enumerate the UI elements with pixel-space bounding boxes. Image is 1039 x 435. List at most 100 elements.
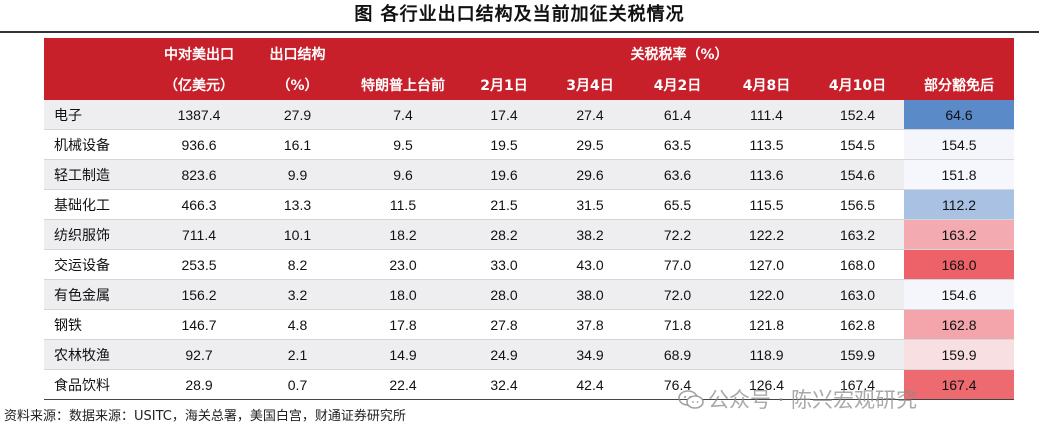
tariff-apr-10-cell: 156.5 <box>811 189 904 220</box>
tariff-apr-2-cell: 63.5 <box>633 129 722 160</box>
tariff-mar-4-cell: 27.4 <box>547 100 633 130</box>
tariff-after-exemption-cell: 154.5 <box>904 129 1015 160</box>
table-row: 电子 1387.4 27.9 7.4 17.4 27.4 61.4 111.4 152.4 64.… <box>44 100 1015 130</box>
table-row: 基础化工 466.3 13.3 11.5 21.5 31.5 65.5 115.5 156.5 1… <box>44 189 1015 220</box>
tariff-apr-2-cell: 65.5 <box>633 189 722 220</box>
industry-cell: 农林牧渔 <box>44 339 148 370</box>
export-value-cell: 253.5 <box>148 249 250 280</box>
export-value-cell: 92.7 <box>148 339 250 370</box>
tariff-apr-8-cell: 122.2 <box>722 219 811 250</box>
export-value-cell: 1387.4 <box>148 100 250 130</box>
tariff-after-exemption-cell: 64.6 <box>904 100 1015 130</box>
table-row: 轻工制造 823.6 9.9 9.6 19.6 29.6 63.6 113.6 154.6 151… <box>44 159 1015 190</box>
tariff-apr-2-cell: 68.9 <box>633 339 722 370</box>
tariff-apr-10-cell: 159.9 <box>811 339 904 370</box>
export-value-cell: 28.9 <box>148 369 250 400</box>
table-row: 纺织服饰 711.4 10.1 18.2 28.2 38.2 72.2 122.2 163.2 1… <box>44 219 1015 250</box>
export-share-cell: 13.3 <box>250 189 345 220</box>
tariff-apr-8-cell: 113.5 <box>722 129 811 160</box>
tariff-apr-2-cell: 72.2 <box>633 219 722 250</box>
tariff-mar-4-cell: 38.2 <box>547 219 633 250</box>
tariff-after-exemption-cell: 112.2 <box>904 189 1015 220</box>
tariff-pre-trump-cell: 17.8 <box>345 309 461 340</box>
tariff-pre-trump-cell: 23.0 <box>345 249 461 280</box>
tariff-after-exemption-cell: 167.4 <box>904 369 1015 400</box>
wechat-icon <box>678 390 704 409</box>
tariff-apr-10-cell: 162.8 <box>811 309 904 340</box>
export-value-cell: 711.4 <box>148 219 250 250</box>
tariff-apr-8-cell: 126.4 <box>722 369 811 400</box>
table-row: 交运设备 253.5 8.2 23.0 33.0 43.0 77.0 127.0 168.0 16… <box>44 249 1015 280</box>
tariff-apr-8-cell: 113.6 <box>722 159 811 190</box>
tariff-after-exemption-cell: 159.9 <box>904 339 1015 370</box>
tariff-feb-1-cell: 33.0 <box>461 249 547 280</box>
tariff-apr-2-cell: 71.8 <box>633 309 722 340</box>
industry-cell: 机械设备 <box>44 129 148 160</box>
tariff-feb-1-cell: 24.9 <box>461 339 547 370</box>
industry-cell: 轻工制造 <box>44 159 148 190</box>
export-value-cell: 936.6 <box>148 129 250 160</box>
table-row: 农林牧渔 92.7 2.1 14.9 24.9 34.9 68.9 118.9 159.9 159… <box>44 339 1015 370</box>
industry-cell: 食品饮料 <box>44 369 148 400</box>
tariff-mar-4-cell: 38.0 <box>547 279 633 310</box>
tariff-feb-1-cell: 27.8 <box>461 309 547 340</box>
table-row: 钢铁 146.7 4.8 17.8 27.8 37.8 71.8 121.8 162.8 162.… <box>44 309 1015 340</box>
tariff-feb-1-cell: 19.5 <box>461 129 547 160</box>
table-row: 机械设备 936.6 16.1 9.5 19.5 29.5 63.5 113.5 154.5 15… <box>44 129 1015 160</box>
export-value-cell: 146.7 <box>148 309 250 340</box>
export-share-cell: 27.9 <box>250 100 345 130</box>
tariff-pre-trump-cell: 7.4 <box>345 100 461 130</box>
export-share-cell: 16.1 <box>250 129 345 160</box>
export-value-cell: 466.3 <box>148 189 250 220</box>
industry-cell: 钢铁 <box>44 309 148 340</box>
industry-cell: 电子 <box>44 100 148 130</box>
tariff-feb-1-cell: 28.2 <box>461 219 547 250</box>
tariff-mar-4-cell: 31.5 <box>547 189 633 220</box>
tariff-pre-trump-cell: 9.5 <box>345 129 461 160</box>
tariff-after-exemption-cell: 168.0 <box>904 249 1015 280</box>
tariff-apr-8-cell: 122.0 <box>722 279 811 310</box>
tariff-after-exemption-cell: 151.8 <box>904 159 1015 190</box>
tariff-mar-4-cell: 42.4 <box>547 369 633 400</box>
tariff-mar-4-cell: 43.0 <box>547 249 633 280</box>
export-share-cell: 10.1 <box>250 219 345 250</box>
tariff-apr-10-cell: 154.5 <box>811 129 904 160</box>
industry-cell: 有色金属 <box>44 279 148 310</box>
tariff-apr-10-cell: 163.0 <box>811 279 904 310</box>
tariff-apr-2-cell: 63.6 <box>633 159 722 190</box>
tariff-pre-trump-cell: 18.2 <box>345 219 461 250</box>
tariff-pre-trump-cell: 14.9 <box>345 339 461 370</box>
table-row: 食品饮料 28.9 0.7 22.4 32.4 42.4 76.4 126.4 167.4 167… <box>44 369 1015 400</box>
header-industry-sub <box>44 69 148 100</box>
export-share-cell: 4.8 <box>250 309 345 340</box>
tariff-after-exemption-cell: 154.6 <box>904 279 1015 310</box>
tariff-after-exemption-cell: 162.8 <box>904 309 1015 340</box>
industry-cell: 纺织服饰 <box>44 219 148 250</box>
figure-title: 图 各行业出口结构及当前加征关税情况 <box>354 4 685 25</box>
tariff-pre-trump-cell: 9.6 <box>345 159 461 190</box>
export-share-cell: 0.7 <box>250 369 345 400</box>
industry-cell: 基础化工 <box>44 189 148 220</box>
table-row: 有色金属 156.2 3.2 18.0 28.0 38.0 72.0 122.0 163.0 15… <box>44 279 1015 310</box>
header-col-apr-8: 4月8日 <box>722 69 811 100</box>
header-structure-unit: （%） <box>250 69 345 100</box>
watermark-text: 公众号 · 陈兴宏观研究 <box>708 388 918 412</box>
header-tariff-group: 关税税率（%） <box>345 38 1015 69</box>
tariff-apr-10-cell: 152.4 <box>811 100 904 130</box>
header-col-after-exemption: 部分豁免后 <box>904 69 1015 100</box>
header-industry <box>44 38 148 69</box>
tariff-feb-1-cell: 17.4 <box>461 100 547 130</box>
tariff-apr-8-cell: 118.9 <box>722 339 811 370</box>
tariff-after-exemption-cell: 163.2 <box>904 219 1015 250</box>
table-body: 电子 1387.4 27.9 7.4 17.4 27.4 61.4 111.4 152.4 64.… <box>44 100 1015 400</box>
tariff-pre-trump-cell: 18.0 <box>345 279 461 310</box>
export-value-cell: 823.6 <box>148 159 250 190</box>
tariff-mar-4-cell: 37.8 <box>547 309 633 340</box>
tariff-apr-2-cell: 77.0 <box>633 249 722 280</box>
header-col-pre-trump: 特朗普上台前 <box>345 69 461 100</box>
export-share-cell: 9.9 <box>250 159 345 190</box>
export-share-cell: 3.2 <box>250 279 345 310</box>
header-col-apr-10: 4月10日 <box>811 69 904 100</box>
tariff-apr-10-cell: 168.0 <box>811 249 904 280</box>
tariff-mar-4-cell: 29.5 <box>547 129 633 160</box>
